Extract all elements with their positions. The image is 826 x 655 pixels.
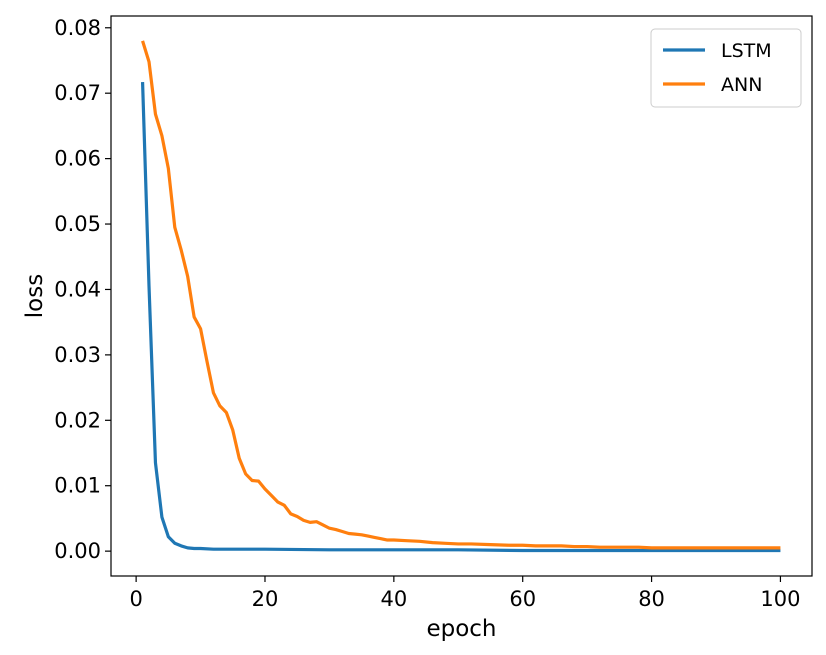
series-line-ann (141, 40, 781, 550)
y-tick-label: 0.04 (54, 277, 101, 301)
y-tick-label: 0.01 (54, 474, 101, 498)
y-tick-label: 0.06 (54, 147, 101, 171)
y-tick-label: 0.08 (54, 16, 101, 40)
y-tick-label: 0.02 (54, 408, 101, 432)
x-axis-label: epoch (426, 616, 496, 642)
x-tick-label: 20 (252, 587, 279, 611)
plot-frame (110, 15, 813, 577)
y-axis: 0.00 0.01 0.02 0.03 0.04 0.05 0.06 0.07 0.08 (54, 16, 111, 563)
legend-label-lstm: LSTM (721, 40, 772, 62)
y-axis-label: loss (22, 274, 48, 318)
legend: LSTM ANN (650, 28, 802, 108)
y-tick-label: 0.05 (54, 212, 101, 236)
y-tick-label: 0.00 (54, 539, 101, 563)
x-tick-label: 100 (760, 587, 800, 611)
x-tick-label: 40 (380, 587, 407, 611)
x-tick-label: 0 (129, 587, 142, 611)
x-tick-label: 60 (509, 587, 536, 611)
series-line-lstm (140, 82, 781, 553)
legend-label-ann: ANN (721, 74, 762, 96)
plot-area (111, 16, 812, 576)
x-axis: 0 20 40 60 80 100 (129, 576, 800, 611)
x-tick-label: 80 (638, 587, 665, 611)
y-tick-label: 0.07 (54, 81, 101, 105)
series-layer (140, 40, 781, 553)
y-tick-label: 0.03 (54, 343, 101, 367)
